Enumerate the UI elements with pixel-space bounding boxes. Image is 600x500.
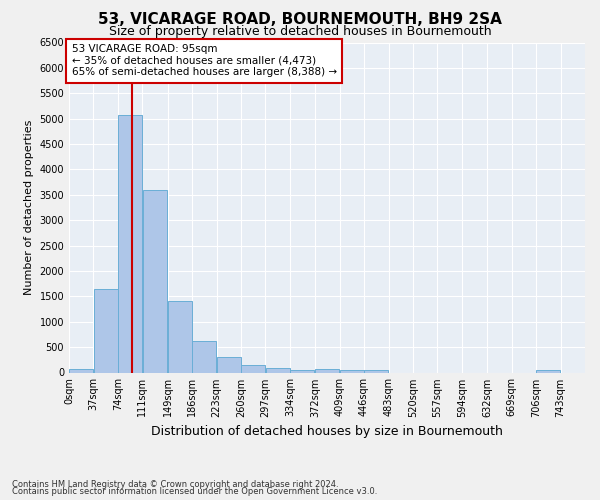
X-axis label: Distribution of detached houses by size in Bournemouth: Distribution of detached houses by size …: [151, 425, 503, 438]
Y-axis label: Number of detached properties: Number of detached properties: [24, 120, 34, 295]
Bar: [536, 370, 560, 372]
Text: Contains HM Land Registry data © Crown copyright and database right 2024.: Contains HM Land Registry data © Crown c…: [12, 480, 338, 489]
Bar: [266, 368, 290, 372]
Bar: [290, 370, 314, 372]
Bar: [340, 370, 364, 372]
Text: Contains public sector information licensed under the Open Government Licence v3: Contains public sector information licen…: [12, 487, 377, 496]
Text: 53, VICARAGE ROAD, BOURNEMOUTH, BH9 2SA: 53, VICARAGE ROAD, BOURNEMOUTH, BH9 2SA: [98, 12, 502, 28]
Text: 53 VICARAGE ROAD: 95sqm
← 35% of detached houses are smaller (4,473)
65% of semi: 53 VICARAGE ROAD: 95sqm ← 35% of detache…: [71, 44, 337, 78]
Bar: [192, 341, 217, 372]
Bar: [143, 190, 167, 372]
Bar: [315, 370, 340, 372]
Bar: [241, 365, 265, 372]
Bar: [94, 289, 118, 372]
Bar: [217, 357, 241, 372]
Bar: [118, 114, 142, 372]
Bar: [69, 368, 94, 372]
Bar: [168, 302, 192, 372]
Bar: [364, 370, 388, 372]
Text: Size of property relative to detached houses in Bournemouth: Size of property relative to detached ho…: [109, 25, 491, 38]
